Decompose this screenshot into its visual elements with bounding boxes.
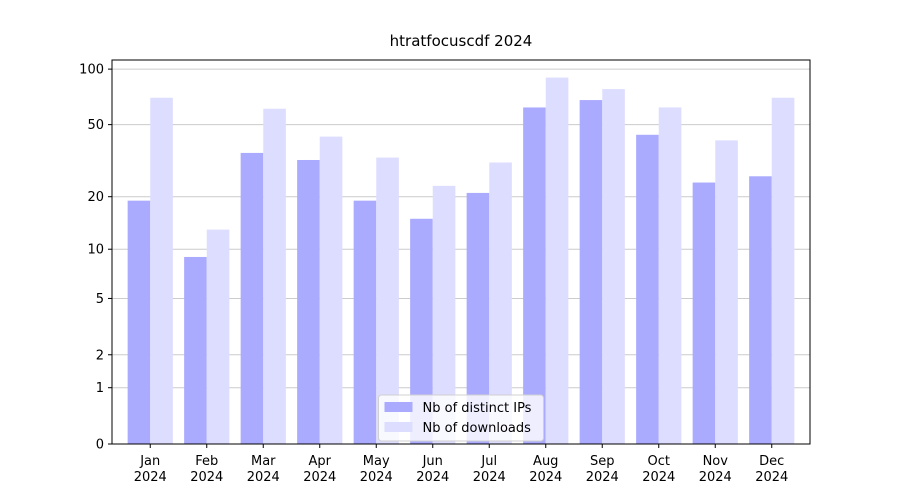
x-tick-label-line: 2024	[303, 470, 336, 485]
x-tick-label: Oct 2024	[642, 454, 675, 485]
bar	[466, 192, 490, 444]
legend-swatch	[384, 422, 413, 432]
x-tick-label: Jun 2024	[416, 454, 449, 485]
x-tick-label-line: Jul	[480, 454, 497, 469]
bar	[489, 162, 512, 444]
x-tick-label-line: Feb	[195, 454, 218, 469]
y-tick-label: 1	[96, 381, 104, 396]
x-tick-label-line: 2024	[360, 470, 393, 485]
x-tick-label-line: Dec	[759, 454, 784, 469]
x-tick-label-line: Nov	[703, 454, 729, 469]
bar	[749, 176, 772, 445]
bar	[579, 100, 603, 445]
legend-swatch	[384, 402, 413, 412]
plot-frame	[111, 59, 811, 445]
x-tick-label-line: Oct	[648, 454, 670, 469]
bar	[602, 89, 625, 445]
x-tick-label-line: Jan	[139, 454, 160, 469]
x-tick-label-line: Aug	[533, 454, 558, 469]
bar	[240, 152, 264, 444]
x-tick-label-line: Jun	[422, 454, 443, 469]
bar	[771, 97, 795, 444]
x-tick-label: Feb 2024	[190, 454, 223, 485]
y-tick-label: 2	[96, 348, 104, 363]
bar	[376, 157, 399, 445]
x-tick-label-line: 2024	[416, 470, 449, 485]
x-tick-label: Jan 2024	[134, 454, 167, 485]
bar	[523, 107, 546, 444]
x-tick-label: Dec 2024	[755, 454, 788, 485]
x-tick-label-line: 2024	[755, 470, 788, 485]
bar	[545, 77, 569, 445]
x-tick-label-line: 2024	[586, 470, 619, 485]
x-tick-label: Mar 2024	[247, 454, 280, 485]
bar	[432, 185, 456, 444]
x-tick-label-line: Sep	[590, 454, 615, 469]
x-tick-label: Apr 2024	[303, 454, 336, 485]
legend-label: Nb of downloads	[423, 421, 532, 436]
x-tick-label: Jul 2024	[473, 454, 506, 485]
x-tick-label-line: 2024	[699, 470, 732, 485]
bar	[636, 134, 659, 444]
y-tick-label: 50	[87, 118, 104, 133]
legend-box	[378, 394, 544, 442]
y-tick-label: 0	[96, 438, 104, 453]
bar	[206, 229, 230, 444]
x-tick-label-line: Mar	[251, 454, 276, 469]
x-tick-label-line: 2024	[642, 470, 675, 485]
bar	[319, 136, 343, 444]
x-tick-label-line: 2024	[190, 470, 223, 485]
legend-label: Nb of distinct IPs	[423, 401, 532, 416]
x-tick-label-line: 2024	[473, 470, 506, 485]
bar	[692, 182, 716, 444]
x-tick-label: Nov 2024	[699, 454, 732, 485]
bar	[410, 218, 433, 444]
x-tick-label: Aug 2024	[529, 454, 562, 485]
bar	[353, 200, 377, 444]
x-tick-label-line: 2024	[247, 470, 280, 485]
bar	[263, 108, 286, 444]
bar	[184, 256, 207, 444]
y-tick-label: 5	[96, 292, 104, 307]
x-tick-label: Sep 2024	[586, 454, 619, 485]
x-tick-label-line: May	[363, 454, 390, 469]
x-tick-label-line: 2024	[134, 470, 167, 485]
x-tick-label-line: 2024	[529, 470, 562, 485]
bar	[127, 200, 151, 444]
y-tick-label: 100	[79, 63, 104, 78]
bar	[150, 97, 173, 444]
y-tick-label: 20	[87, 190, 104, 205]
x-tick-label-line: Apr	[309, 454, 332, 469]
chart-title: htratfocuscdf 2024	[390, 32, 533, 50]
y-tick-label: 10	[87, 243, 104, 258]
x-tick-label: May 2024	[360, 454, 393, 485]
bar	[297, 159, 320, 444]
bar	[658, 107, 682, 444]
bar	[715, 140, 738, 444]
